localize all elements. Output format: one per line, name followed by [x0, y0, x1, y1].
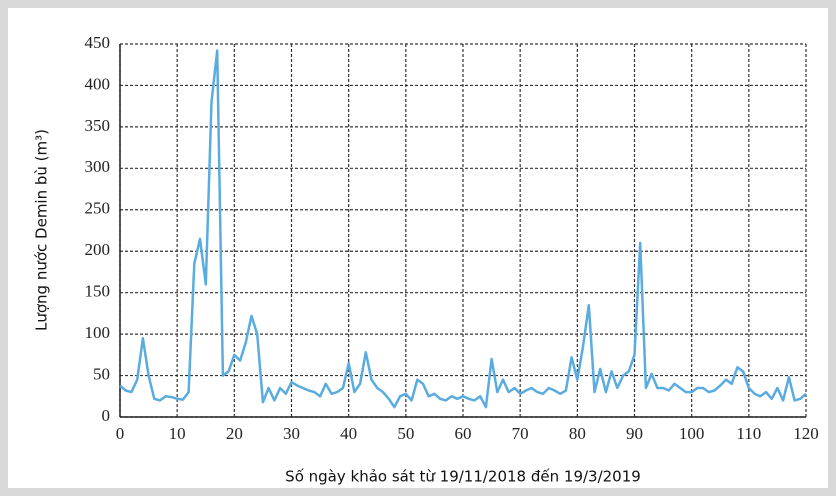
y-axis-label: Lượng nước Demin bù (m³): [33, 129, 51, 331]
y-tick-label: 200: [85, 240, 111, 259]
x-tick-label: 120: [793, 424, 819, 443]
y-tick-label: 400: [85, 74, 111, 93]
x-tick-label: 80: [569, 424, 586, 443]
y-tick-label: 300: [85, 157, 111, 176]
y-tick-label: 50: [93, 364, 110, 383]
x-tick-label: 0: [116, 424, 125, 443]
y-tick-label: 0: [102, 406, 111, 425]
y-tick-label: 100: [85, 323, 111, 342]
y-tick-label: 150: [85, 282, 111, 301]
y-tick-label: 250: [85, 199, 111, 218]
x-tick-label: 110: [736, 424, 761, 443]
x-axis-label: Số ngày khảo sát từ 19/11/2018 đến 19/3/…: [285, 468, 641, 486]
x-tick-label: 60: [455, 424, 472, 443]
y-tick-label: 450: [85, 33, 111, 52]
x-tick-label: 10: [169, 424, 186, 443]
x-tick-label: 50: [397, 424, 414, 443]
x-tick-label: 40: [340, 424, 357, 443]
y-tick-label: 350: [85, 116, 111, 135]
x-tick-label: 20: [226, 424, 243, 443]
data-line: [119, 49, 807, 409]
panel: [8, 8, 828, 488]
x-tick-label: 100: [679, 424, 705, 443]
x-tick-label: 90: [626, 424, 643, 443]
x-tick-label: 70: [512, 424, 529, 443]
x-tick-label: 30: [283, 424, 300, 443]
